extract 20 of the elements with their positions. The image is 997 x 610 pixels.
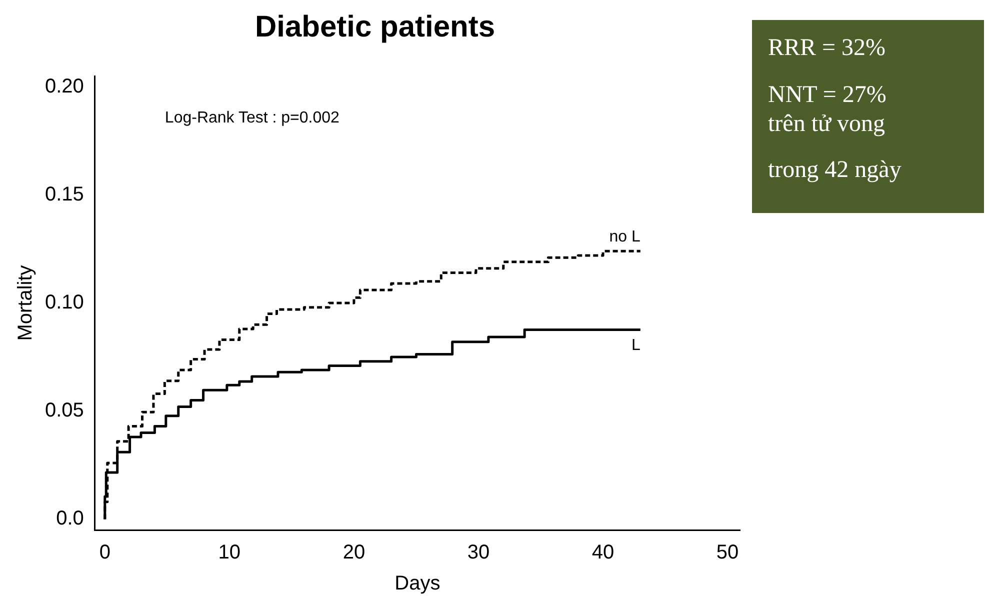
text: NNT = 27% trên tử vong: [768, 80, 888, 138]
x-axis-title: Days: [394, 572, 440, 595]
x-tick-label: 20: [342, 542, 366, 564]
x-tick-label: 50: [716, 542, 739, 564]
y-tick-label: 0.10: [44, 292, 84, 314]
x-tick-label: 0: [99, 542, 110, 564]
y-tick-label: 0.0: [56, 508, 84, 530]
text: trong 42 ngày: [768, 156, 902, 186]
y-tick-label: 0.15: [44, 183, 84, 206]
chart-title: Diabetic patients: [254, 10, 496, 44]
x-tick-label: 40: [592, 542, 614, 564]
series-label: no L: [609, 228, 640, 246]
x-tick-label: 30: [467, 542, 490, 564]
series-label: L: [631, 337, 640, 354]
annotation: Log-Rank Test : p=0.002: [164, 109, 340, 126]
y-tick-label: 0.05: [44, 400, 84, 422]
y-tick-label: 0.20: [44, 75, 84, 98]
y-axis-title: Mortality: [14, 265, 37, 341]
text: RRR = 32%: [768, 34, 887, 63]
x-tick-label: 10: [218, 542, 241, 564]
